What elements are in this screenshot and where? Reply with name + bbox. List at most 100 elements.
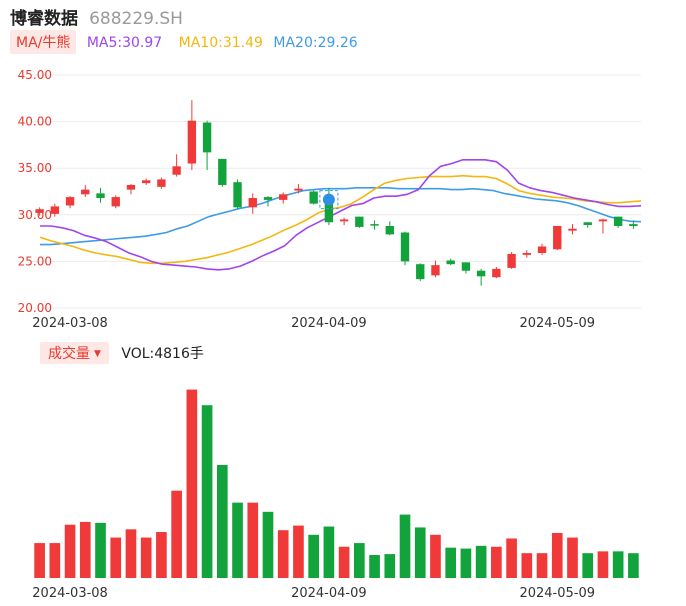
volume-bar-down bbox=[201, 405, 213, 578]
volume-bar-up bbox=[338, 546, 350, 578]
candle-up bbox=[598, 219, 608, 222]
candle-down bbox=[613, 216, 623, 226]
stock-header: 博睿数据 688229.SH bbox=[10, 4, 183, 29]
volume-bar-up bbox=[293, 525, 304, 578]
volume-bar-down bbox=[475, 545, 487, 578]
volume-bar-up bbox=[536, 553, 548, 578]
y-tick-label: 35.00 bbox=[18, 161, 52, 175]
volume-bar-up bbox=[521, 553, 533, 578]
stock-name: 博睿数据 bbox=[10, 9, 78, 29]
y-tick-label: 20.00 bbox=[18, 301, 52, 315]
volume-bar-up bbox=[79, 521, 91, 578]
volume-bar-down bbox=[384, 554, 396, 578]
candle-up bbox=[81, 189, 90, 195]
candle-up bbox=[522, 253, 531, 255]
candle-up bbox=[111, 197, 120, 207]
volume-bar-down bbox=[582, 553, 594, 578]
candle-down bbox=[476, 270, 486, 277]
ma20-legend: MA20:29.26 bbox=[273, 35, 358, 51]
stock-code: 688229.SH bbox=[89, 9, 183, 29]
volume-bar-up bbox=[186, 389, 198, 578]
volume-bar-up bbox=[49, 543, 61, 578]
ma5-legend: MA5:30.97 bbox=[86, 35, 163, 51]
volume-bar-down bbox=[216, 464, 228, 578]
candle-down bbox=[233, 182, 242, 208]
candle-up bbox=[339, 219, 349, 222]
candle-down bbox=[461, 262, 471, 271]
volume-bar-up bbox=[247, 502, 259, 578]
ma5-line bbox=[40, 159, 642, 271]
y-tick-label: 25.00 bbox=[18, 254, 52, 268]
volume-bar-up bbox=[597, 551, 609, 578]
volume-bar-down bbox=[262, 511, 274, 578]
volume-bar-up bbox=[551, 532, 563, 578]
candle-down bbox=[583, 222, 592, 226]
volume-bar-down bbox=[95, 522, 106, 578]
ma10-legend: MA10:31.49 bbox=[178, 35, 263, 51]
candle-up bbox=[431, 265, 440, 276]
candle-up bbox=[187, 120, 197, 164]
volume-bar-up bbox=[125, 529, 137, 578]
candle-down bbox=[202, 122, 212, 153]
volume-bar-down bbox=[323, 526, 335, 578]
candle-down bbox=[263, 197, 273, 200]
dropdown-caret-icon: ▼ bbox=[94, 349, 101, 359]
volume-bar-up bbox=[277, 530, 289, 578]
volume-bar-up bbox=[34, 543, 45, 578]
volume-bar-down bbox=[612, 551, 624, 578]
x-tick-label: 2024-03-08 bbox=[32, 316, 108, 331]
y-tick-label: 40.00 bbox=[18, 115, 52, 129]
ma10-line bbox=[39, 174, 642, 265]
candle-up bbox=[553, 225, 562, 250]
volume-bar-down bbox=[460, 548, 472, 578]
volume-bar-down bbox=[628, 553, 639, 578]
volume-bar-down bbox=[354, 543, 365, 578]
candle-down bbox=[629, 224, 638, 226]
volume-x-tick-label: 2024-05-09 bbox=[519, 586, 595, 601]
candle-up bbox=[294, 188, 303, 191]
candle-down bbox=[355, 216, 364, 227]
volume-x-tick-label: 2024-03-08 bbox=[32, 586, 108, 601]
candle-down bbox=[416, 264, 425, 280]
candle-down bbox=[324, 203, 334, 223]
volume-bar-down bbox=[308, 534, 319, 578]
candle-up bbox=[172, 166, 181, 175]
volume-bar-up bbox=[140, 537, 152, 578]
candle-up bbox=[50, 206, 60, 214]
volume-bar-up bbox=[64, 524, 76, 578]
volume-bar-down bbox=[445, 547, 457, 578]
volume-value: VOL:4816手 bbox=[121, 346, 204, 362]
candle-down bbox=[309, 191, 318, 204]
volume-bar-up bbox=[567, 537, 578, 578]
candle-down bbox=[96, 193, 105, 199]
volume-bar-down bbox=[414, 527, 426, 578]
volume-bar-down bbox=[369, 555, 380, 578]
candle-up bbox=[492, 268, 501, 278]
volume-bar-up bbox=[506, 538, 517, 578]
candle-up bbox=[142, 180, 151, 184]
volume-bar-down bbox=[232, 502, 243, 578]
volume-indicator-dropdown[interactable]: 成交量 ▼ bbox=[40, 342, 109, 364]
y-tick-label: 45.00 bbox=[18, 68, 52, 82]
candle-up bbox=[126, 184, 136, 190]
ma20-line bbox=[40, 187, 642, 246]
candle-up bbox=[157, 179, 166, 187]
volume-tag-label: 成交量 bbox=[48, 346, 90, 362]
volume-bar-up bbox=[430, 534, 441, 578]
volume-bar-up bbox=[110, 537, 122, 578]
volume-legend: 成交量 ▼ VOL:4816手 bbox=[40, 342, 204, 364]
event-marker-frame bbox=[319, 190, 339, 210]
candle-up bbox=[537, 246, 547, 254]
volume-bar-up bbox=[156, 532, 167, 578]
candle-up bbox=[279, 194, 288, 200]
ma-legend: MA/牛熊 MA5:30.97 MA10:31.49 MA20:29.26 bbox=[10, 30, 358, 54]
event-marker-icon bbox=[322, 193, 335, 206]
candle-down bbox=[446, 260, 455, 265]
candle-down bbox=[400, 232, 410, 262]
candle-down bbox=[370, 224, 379, 226]
candle-up bbox=[568, 228, 577, 231]
ma-indicator-tag[interactable]: MA/牛熊 bbox=[10, 30, 77, 54]
candle-up bbox=[507, 253, 516, 268]
candle-up bbox=[35, 209, 44, 213]
